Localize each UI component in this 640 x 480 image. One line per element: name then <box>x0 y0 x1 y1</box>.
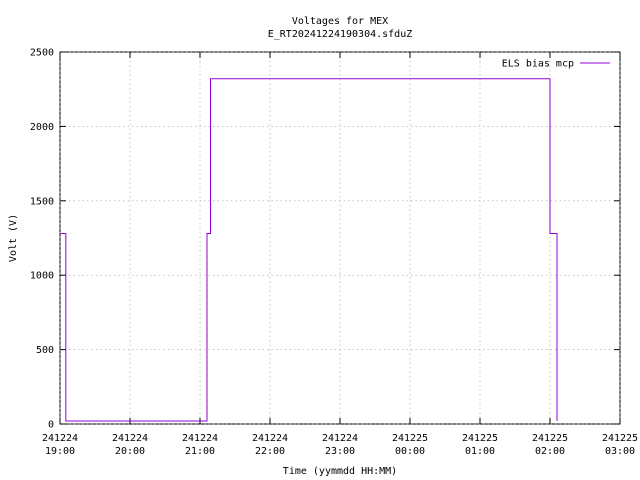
x-tick-label: 241224 22:00 <box>252 433 288 457</box>
y-tick-label: 0 <box>48 420 54 431</box>
x-tick-label: 241224 21:00 <box>182 433 218 457</box>
y-tick-label: 2500 <box>30 48 54 59</box>
x-tick-label: 241225 01:00 <box>462 433 498 457</box>
legend-label: ELS bias mcp <box>502 59 574 70</box>
y-tick-label: 1000 <box>30 271 54 282</box>
y-axis-label: Volt (V) <box>8 214 19 262</box>
data-line <box>60 78 558 422</box>
x-tick-label: 241225 03:00 <box>602 433 638 457</box>
y-tick-label: 1500 <box>30 196 54 207</box>
x-tick-label: 241225 00:00 <box>392 433 428 457</box>
chart-subtitle: E_RT20241224190304.sfduZ <box>268 29 413 40</box>
x-axis-label: Time (yymmdd HH:MM) <box>283 466 397 477</box>
x-tick-label: 241224 19:00 <box>42 433 78 457</box>
y-tick-label: 500 <box>36 345 54 356</box>
x-tick-label: 241224 20:00 <box>112 433 148 457</box>
y-tick-label: 2000 <box>30 122 54 133</box>
x-tick-label: 241225 02:00 <box>532 433 568 457</box>
x-tick-label: 241224 23:00 <box>322 433 358 457</box>
chart-title: Voltages for MEX <box>292 16 388 27</box>
